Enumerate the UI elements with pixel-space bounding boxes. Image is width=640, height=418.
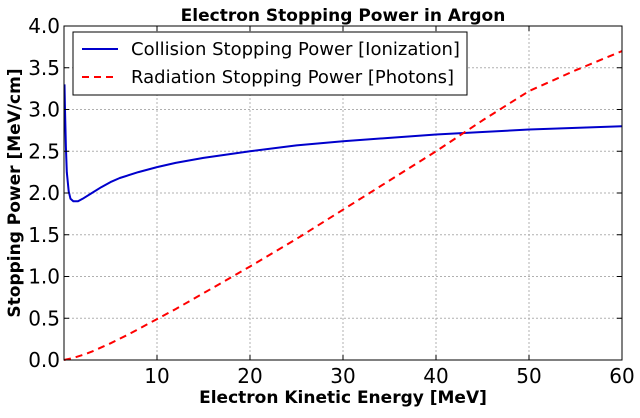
x-tick-label: 50 — [516, 364, 541, 388]
y-tick-label: 1.5 — [28, 223, 60, 247]
series-layer — [63, 50, 623, 361]
x-tick-labels: 10 20 30 40 50 60 — [144, 364, 634, 388]
y-tick-label: 3.5 — [28, 56, 60, 80]
y-tick-label: 0.5 — [28, 306, 60, 330]
x-axis-label: Electron Kinetic Energy [MeV] — [199, 388, 487, 408]
legend: Collision Stopping Power [Ionization] Ra… — [72, 31, 468, 96]
y-tick-label: 3.0 — [28, 98, 60, 122]
y-axis-label: Stopping Power [MeV/cm] — [5, 68, 25, 317]
y-tick-label: 2.0 — [28, 181, 60, 205]
axis-ticks — [64, 25, 623, 361]
series-line-radiation — [63, 50, 623, 361]
x-tick-label: 10 — [144, 364, 169, 388]
chart-title: Electron Stopping Power in Argon — [181, 6, 506, 26]
y-tick-label: 4.0 — [28, 14, 60, 38]
x-tick-label: 60 — [609, 364, 634, 388]
legend-label-radiation: Radiation Stopping Power [Photons] — [131, 67, 454, 88]
y-tick-labels: 0.0 0.5 1.0 1.5 2.0 2.5 3.0 3.5 4.0 — [28, 14, 60, 372]
y-tick-label: 1.0 — [28, 265, 60, 289]
legend-box — [72, 31, 468, 96]
y-tick-label: 0.0 — [28, 348, 60, 372]
x-tick-label: 20 — [237, 364, 262, 388]
x-tick-label: 40 — [423, 364, 448, 388]
x-tick-label: 30 — [330, 364, 355, 388]
y-tick-label: 2.5 — [28, 139, 60, 163]
legend-label-collision: Collision Stopping Power [Ionization] — [131, 39, 460, 60]
